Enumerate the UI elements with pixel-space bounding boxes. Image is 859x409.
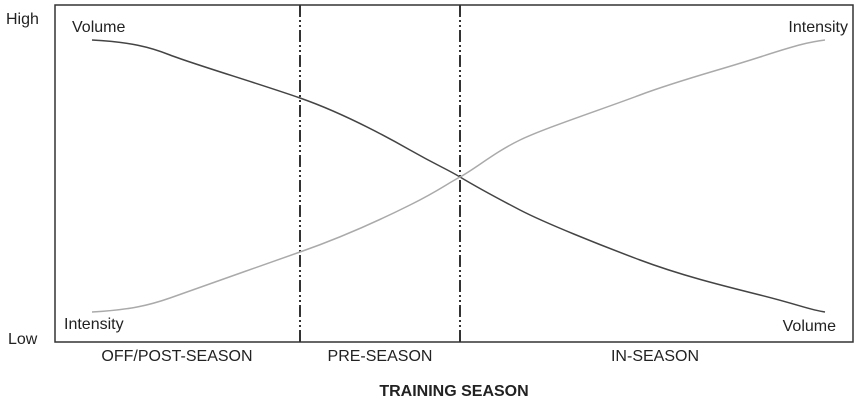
intensity-curve [91,39,826,313]
frame [54,4,854,343]
curve-label: Volume [783,318,836,335]
phase-label: IN-SEASON [611,348,699,365]
y-high-label: High [6,11,39,28]
phase-label: OFF/POST-SEASON [101,348,252,365]
x-axis-title: TRAINING SEASON [379,383,528,400]
y-low-label: Low [8,331,38,348]
curve-label: Volume [72,19,125,36]
curve-label: Intensity [788,19,848,36]
curve-label: Intensity [64,316,124,333]
volume-curve [91,39,826,313]
phase-label: PRE-SEASON [328,348,433,365]
